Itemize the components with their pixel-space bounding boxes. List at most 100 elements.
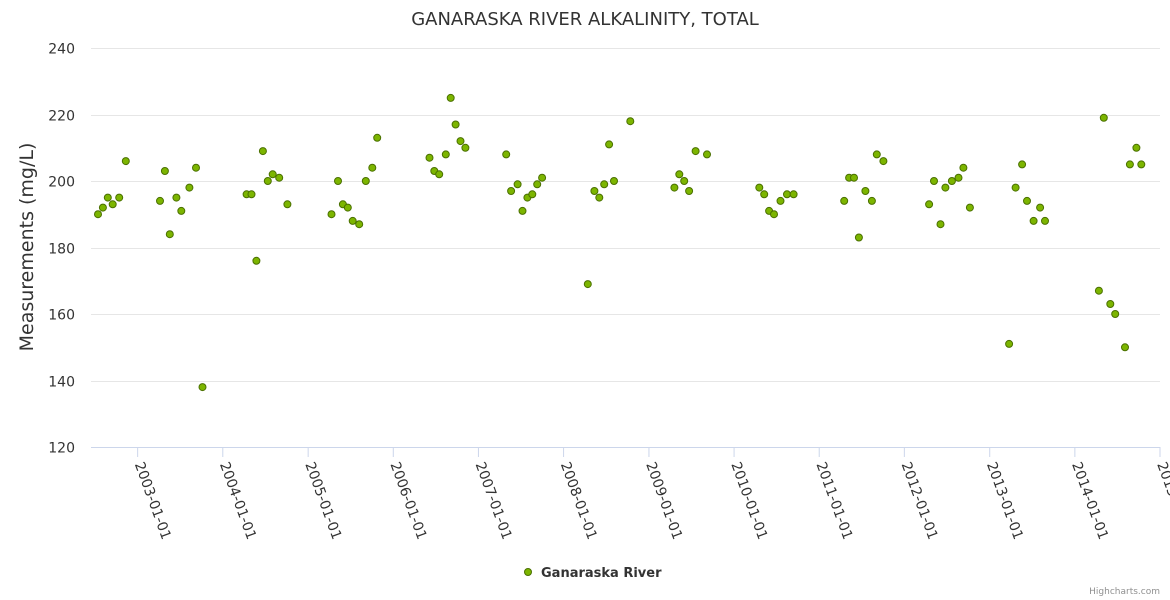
data-point[interactable]	[160, 167, 169, 175]
data-point[interactable]	[850, 173, 858, 182]
data-point[interactable]	[461, 143, 470, 152]
data-point[interactable]	[115, 193, 124, 202]
data-point[interactable]	[680, 177, 689, 185]
data-point[interactable]	[691, 147, 700, 156]
data-point[interactable]	[776, 196, 785, 205]
data-point[interactable]	[446, 93, 455, 102]
data-point[interactable]	[108, 200, 117, 209]
data-point[interactable]	[861, 187, 870, 195]
data-point[interactable]	[670, 183, 679, 192]
data-point[interactable]	[610, 177, 618, 185]
data-point[interactable]	[1011, 183, 1020, 192]
data-point[interactable]	[263, 177, 272, 185]
data-point[interactable]	[965, 203, 974, 212]
data-point[interactable]	[334, 177, 342, 185]
data-point[interactable]	[867, 196, 876, 205]
data-point[interactable]	[1099, 113, 1108, 122]
credits-link[interactable]: Highcharts.com	[1089, 587, 1160, 597]
data-point[interactable]	[930, 177, 938, 185]
data-point[interactable]	[456, 137, 465, 146]
data-point[interactable]	[198, 383, 207, 392]
data-point[interactable]	[959, 163, 968, 172]
data-point[interactable]	[595, 193, 604, 202]
data-point[interactable]	[327, 210, 336, 219]
data-point[interactable]	[600, 180, 609, 189]
data-point[interactable]	[507, 187, 516, 195]
data-point[interactable]	[361, 177, 370, 185]
data-point[interactable]	[1036, 203, 1045, 212]
data-point[interactable]	[936, 220, 945, 229]
data-point[interactable]	[502, 150, 511, 159]
data-point[interactable]	[947, 177, 956, 185]
data-point[interactable]	[703, 150, 711, 159]
data-point[interactable]	[954, 173, 963, 182]
data-point[interactable]	[192, 163, 200, 172]
data-point[interactable]	[348, 216, 357, 225]
y-tick-label: 180	[48, 242, 75, 258]
y-tick-label: 240	[48, 42, 75, 58]
data-point[interactable]	[252, 256, 261, 265]
data-point[interactable]	[172, 193, 181, 202]
data-point[interactable]	[770, 210, 778, 219]
data-point[interactable]	[247, 190, 256, 199]
data-point[interactable]	[165, 230, 174, 239]
data-point[interactable]	[283, 200, 292, 209]
data-point[interactable]	[1005, 339, 1014, 348]
data-point[interactable]	[1041, 216, 1049, 225]
data-point[interactable]	[1121, 343, 1129, 352]
data-point[interactable]	[98, 203, 107, 212]
data-point[interactable]	[518, 206, 527, 215]
data-point[interactable]	[528, 190, 537, 199]
data-point[interactable]	[1125, 160, 1134, 169]
data-point[interactable]	[941, 183, 950, 192]
data-point[interactable]	[373, 133, 382, 142]
data-point[interactable]	[925, 200, 934, 209]
legend-marker[interactable]	[524, 568, 532, 576]
data-point[interactable]	[1094, 286, 1103, 295]
data-point[interactable]	[441, 150, 450, 159]
data-point[interactable]	[789, 190, 798, 199]
data-point[interactable]	[177, 206, 186, 215]
data-point[interactable]	[435, 170, 444, 179]
data-point[interactable]	[343, 203, 352, 212]
data-point[interactable]	[1132, 143, 1141, 152]
data-point[interactable]	[626, 117, 635, 126]
data-point[interactable]	[1023, 196, 1031, 205]
data-point[interactable]	[425, 153, 434, 162]
data-point[interactable]	[355, 220, 364, 229]
data-point[interactable]	[1106, 300, 1115, 308]
data-point[interactable]	[879, 157, 888, 166]
data-point[interactable]	[1018, 160, 1027, 169]
x-tick-label: 2004-01-01	[216, 460, 259, 542]
data-point[interactable]	[685, 187, 694, 195]
data-point[interactable]	[513, 180, 522, 189]
data-point[interactable]	[1111, 310, 1120, 318]
data-point[interactable]	[583, 280, 592, 289]
data-point[interactable]	[121, 157, 130, 166]
data-point[interactable]	[538, 173, 547, 182]
data-point[interactable]	[840, 196, 849, 205]
data-point[interactable]	[275, 173, 284, 182]
data-point[interactable]	[156, 196, 164, 205]
data-point[interactable]	[675, 170, 684, 179]
data-point[interactable]	[755, 183, 764, 192]
data-point[interactable]	[103, 193, 112, 202]
data-point[interactable]	[590, 187, 599, 195]
data-point[interactable]	[1029, 216, 1038, 225]
data-point[interactable]	[268, 170, 277, 179]
legend-item-ganaraska-river[interactable]: Ganaraska River	[541, 566, 662, 581]
data-point[interactable]	[94, 210, 102, 219]
data-point[interactable]	[760, 190, 769, 199]
data-point[interactable]	[533, 180, 542, 189]
legend[interactable]: Ganaraska River	[524, 566, 663, 581]
data-point[interactable]	[185, 183, 194, 192]
data-point[interactable]	[605, 140, 614, 149]
data-point[interactable]	[1137, 160, 1146, 169]
data-point[interactable]	[258, 147, 267, 156]
data-point[interactable]	[854, 233, 863, 242]
data-point[interactable]	[451, 120, 460, 129]
data-point[interactable]	[368, 163, 377, 172]
data-point[interactable]	[783, 190, 791, 199]
data-point[interactable]	[872, 150, 881, 159]
x-tick-label: 2012-01-01	[898, 460, 941, 542]
